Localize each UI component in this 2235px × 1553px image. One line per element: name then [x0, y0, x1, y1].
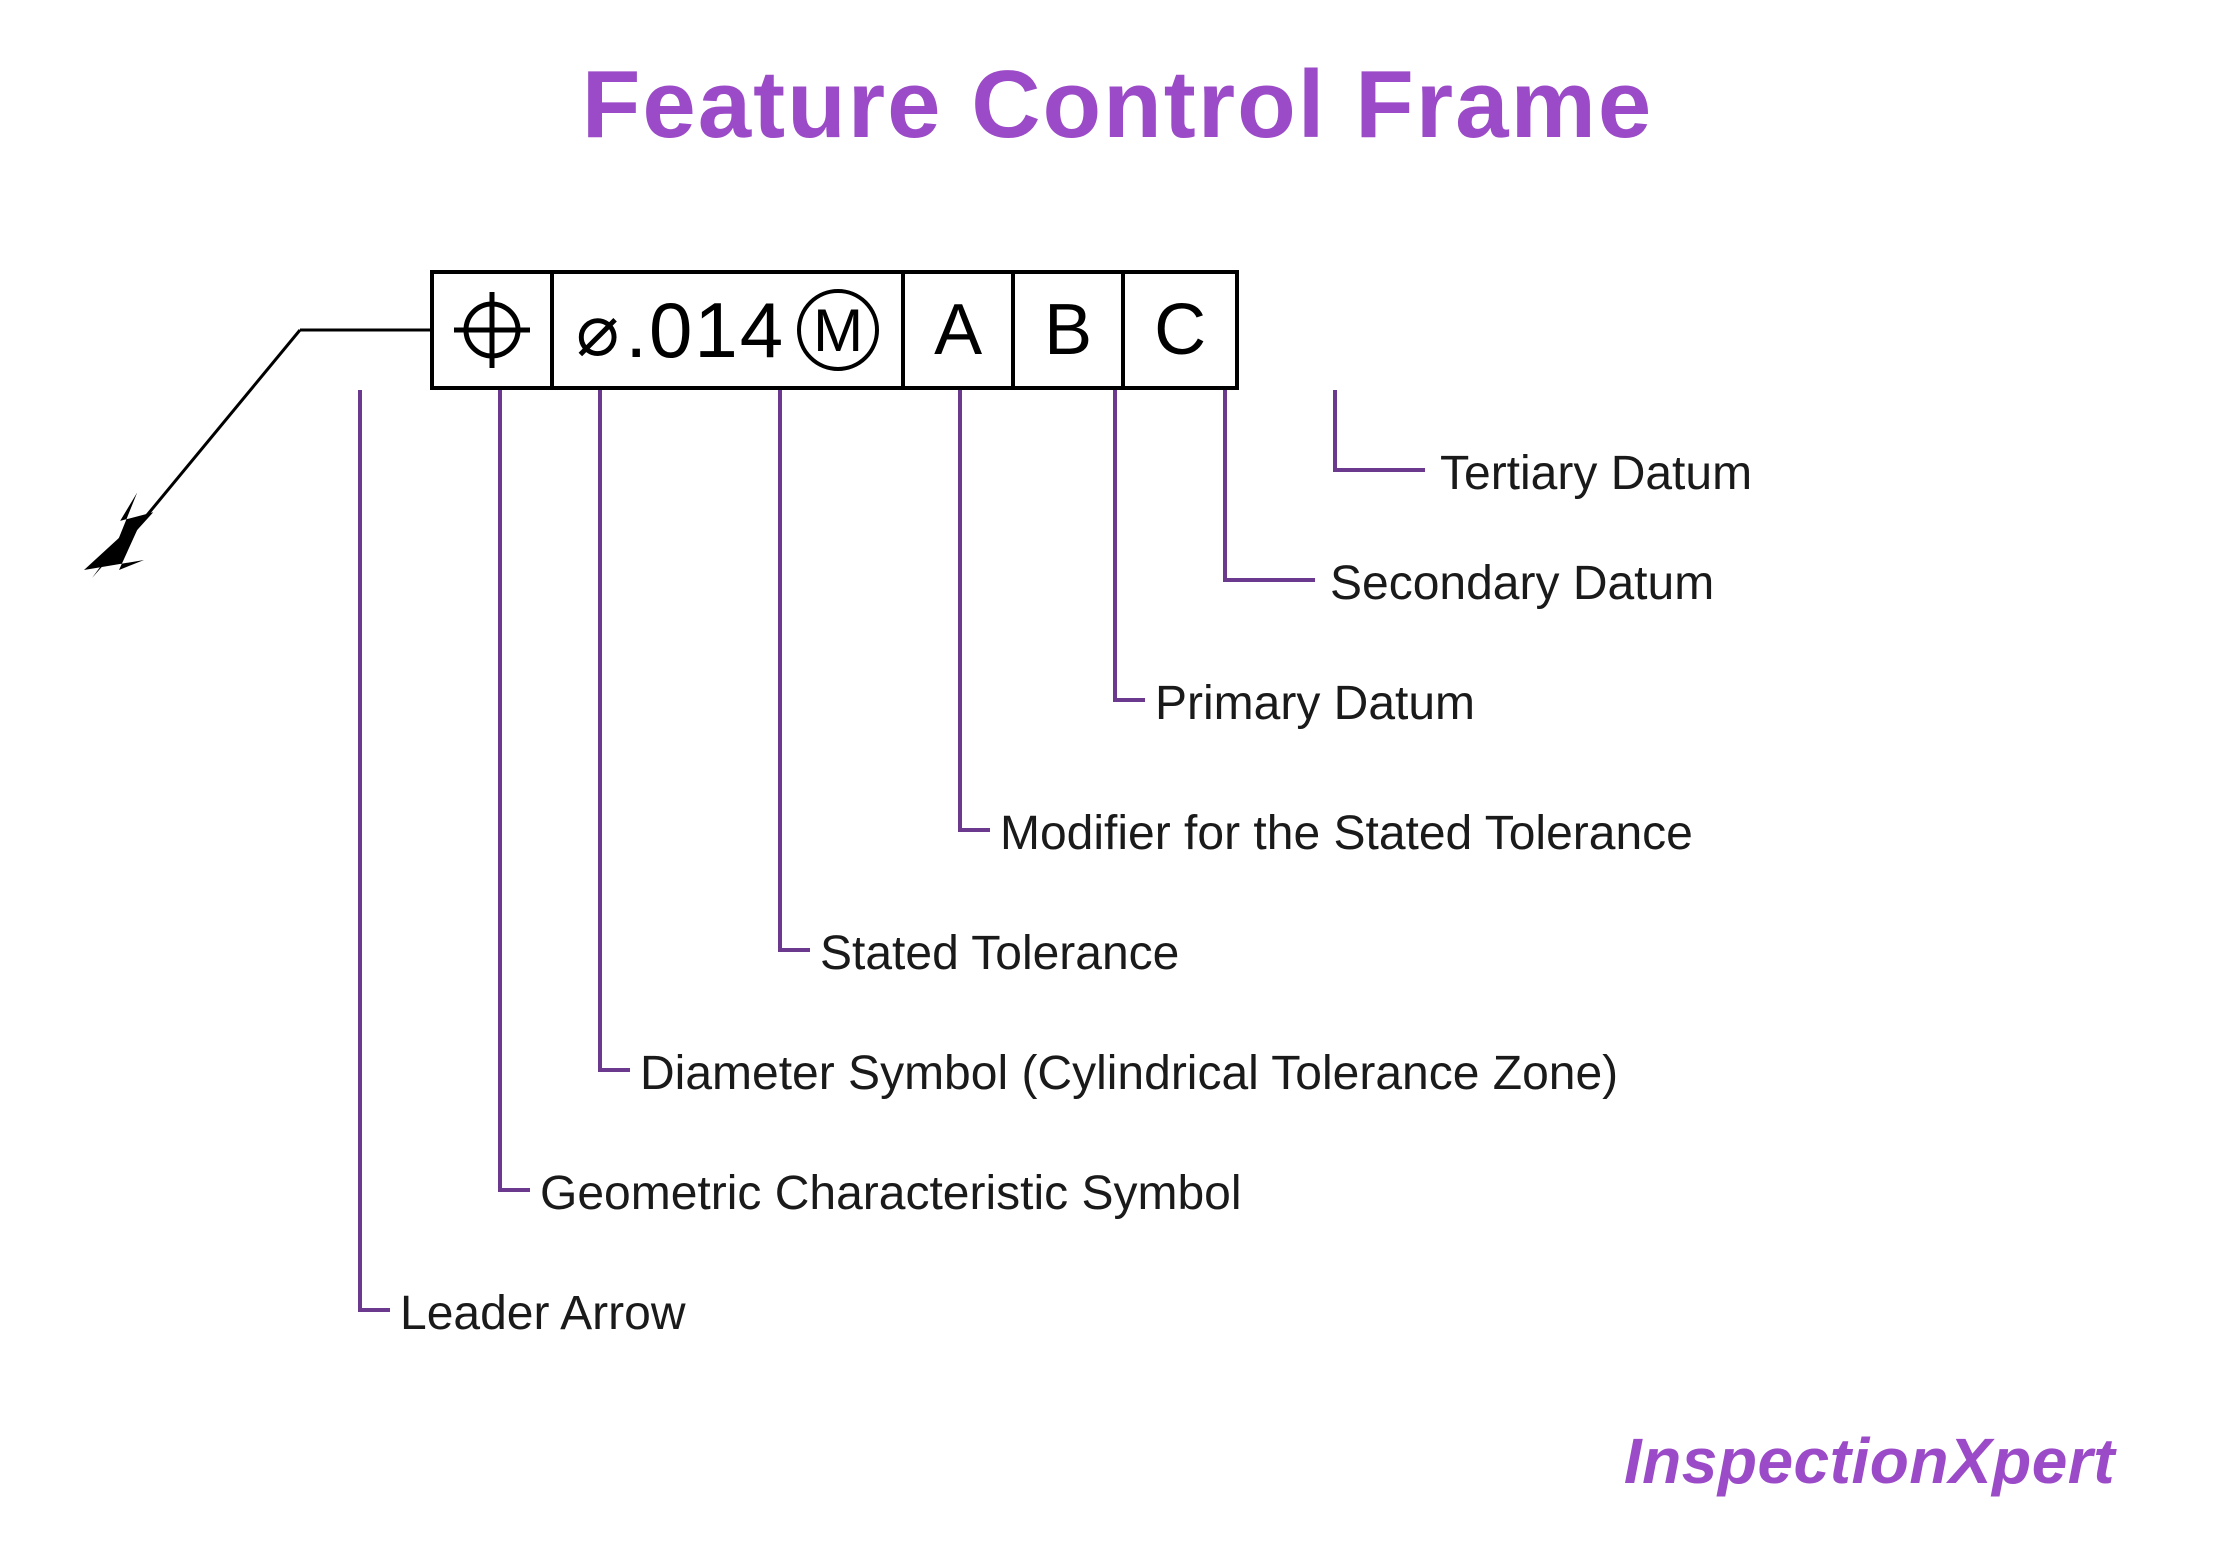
primary-datum-cell: A — [905, 274, 1015, 386]
brand-x: X — [1949, 1425, 1992, 1497]
leader-arrow — [80, 270, 440, 630]
callout-primary_datum: Primary Datum — [1155, 676, 1475, 731]
brand-prefix: Inspection — [1624, 1425, 1949, 1497]
callout-modifier: Modifier for the Stated Tolerance — [1000, 806, 1693, 861]
feature-control-frame: ⌀ .014 M A B C — [430, 270, 1239, 390]
fcf-box: ⌀ .014 M A B C — [430, 270, 1239, 390]
diameter-symbol: ⌀ — [576, 288, 619, 372]
geometric-characteristic-cell — [434, 274, 554, 386]
tolerance-value: .014 — [625, 285, 785, 376]
secondary-datum-cell: B — [1015, 274, 1125, 386]
tolerance-cell: ⌀ .014 M — [554, 274, 905, 386]
material-modifier: M — [797, 289, 879, 371]
callout-secondary_datum: Secondary Datum — [1330, 556, 1714, 611]
diagram-title: Feature Control Frame — [0, 50, 2235, 160]
callout-lines — [0, 0, 2235, 1553]
callout-diameter_symbol: Diameter Symbol (Cylindrical Tolerance Z… — [640, 1046, 1618, 1101]
callout-tertiary_datum: Tertiary Datum — [1440, 446, 1752, 501]
tertiary-datum-cell: C — [1125, 274, 1235, 386]
callout-stated_tol: Stated Tolerance — [820, 926, 1179, 981]
position-symbol-icon — [452, 290, 532, 370]
brand-logo: InspectionXpert — [1624, 1424, 2115, 1498]
brand-suffix: pert — [1992, 1425, 2115, 1497]
callout-geom_symbol: Geometric Characteristic Symbol — [540, 1166, 1242, 1221]
callout-leader_arrow: Leader Arrow — [400, 1286, 686, 1341]
